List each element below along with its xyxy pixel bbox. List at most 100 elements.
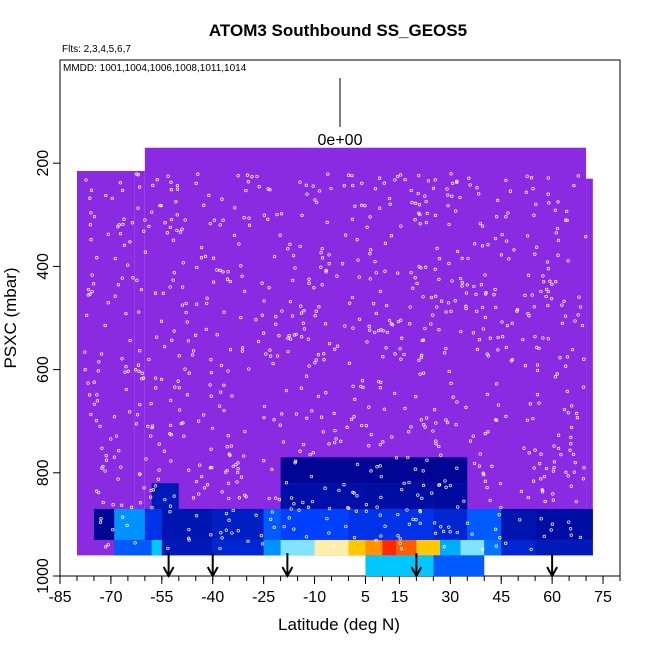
track-point [196, 419, 201, 423]
track-point [570, 347, 575, 352]
track-point [298, 180, 302, 184]
track-point [539, 452, 543, 456]
track-point [246, 539, 250, 544]
track-point [111, 503, 115, 507]
track-point [92, 214, 97, 219]
track-point [541, 274, 545, 278]
track-point [217, 404, 222, 408]
track-point [134, 422, 139, 426]
heatmap-cell [365, 539, 383, 556]
track-point [196, 172, 200, 176]
track-point [454, 422, 458, 427]
heatmap-cell [433, 508, 468, 540]
track-point [87, 393, 92, 397]
heatmap-cell [280, 539, 315, 556]
track-point [159, 377, 164, 382]
track-point [149, 434, 153, 438]
track-point [544, 294, 548, 299]
track-point [220, 490, 224, 494]
track-point [209, 447, 213, 451]
track-point [345, 425, 349, 429]
track-point [549, 296, 554, 301]
track-point [99, 352, 104, 356]
track-point [407, 480, 411, 485]
track-point [247, 367, 251, 371]
track-point [332, 411, 336, 416]
track-point [531, 416, 535, 421]
track-point [566, 259, 570, 263]
track-point [112, 455, 117, 459]
track-point [183, 218, 187, 222]
track-point [413, 201, 418, 206]
track-point [227, 496, 231, 501]
track-point [499, 505, 503, 510]
track-point [364, 502, 369, 507]
track-point [531, 187, 535, 191]
track-point [473, 242, 477, 246]
track-point [104, 545, 108, 549]
track-point [524, 190, 529, 194]
track-point [398, 173, 403, 177]
track-point [136, 206, 140, 210]
y-axis: 200 400 600 800 1000 [35, 150, 60, 594]
track-point [535, 363, 540, 367]
track-point [175, 183, 180, 188]
track-point [418, 222, 422, 226]
track-point [113, 294, 117, 298]
track-point [484, 291, 488, 295]
track-point [185, 393, 190, 397]
track-point [447, 525, 451, 529]
track-point [398, 347, 402, 351]
track-point [421, 469, 425, 473]
track-point [222, 310, 226, 314]
track-point [231, 508, 235, 513]
track-point [477, 464, 482, 468]
track-point [181, 261, 185, 265]
track-point [566, 474, 570, 478]
curtain-column [76, 170, 135, 556]
track-point [131, 276, 135, 280]
track-point [540, 490, 545, 494]
track-point [310, 499, 315, 504]
track-point [323, 486, 327, 490]
track-point [168, 285, 172, 289]
track-point [319, 251, 323, 255]
track-point [320, 256, 325, 260]
track-point [337, 488, 341, 493]
track-point [300, 335, 304, 339]
track-point [539, 477, 543, 481]
track-point [435, 246, 439, 251]
track-point [226, 369, 230, 373]
track-point [527, 451, 531, 455]
track-point [474, 292, 478, 297]
track-point [368, 252, 372, 256]
track-point [442, 545, 446, 549]
track-point [124, 365, 128, 369]
track-point [433, 267, 437, 271]
track-point [393, 391, 397, 396]
track-point [455, 466, 459, 470]
track-point [544, 287, 549, 292]
track-point [551, 469, 556, 473]
track-point [479, 283, 484, 287]
track-point [297, 508, 301, 512]
track-point [227, 518, 231, 522]
track-point [429, 322, 433, 326]
track-point [378, 289, 383, 294]
x-tick-label: 30 [441, 589, 459, 606]
track-point [222, 383, 226, 387]
track-point [434, 439, 438, 443]
track-point [133, 541, 137, 545]
track-point [486, 430, 490, 434]
track-point [437, 444, 441, 449]
track-point [360, 379, 365, 383]
track-point [244, 188, 248, 193]
track-point [425, 458, 429, 462]
track-point [150, 506, 154, 510]
track-point [262, 459, 266, 463]
track-point [142, 229, 146, 233]
track-point [433, 178, 437, 182]
track-point [477, 338, 482, 342]
y-tick-label: 600 [35, 356, 52, 383]
track-point [89, 188, 94, 192]
